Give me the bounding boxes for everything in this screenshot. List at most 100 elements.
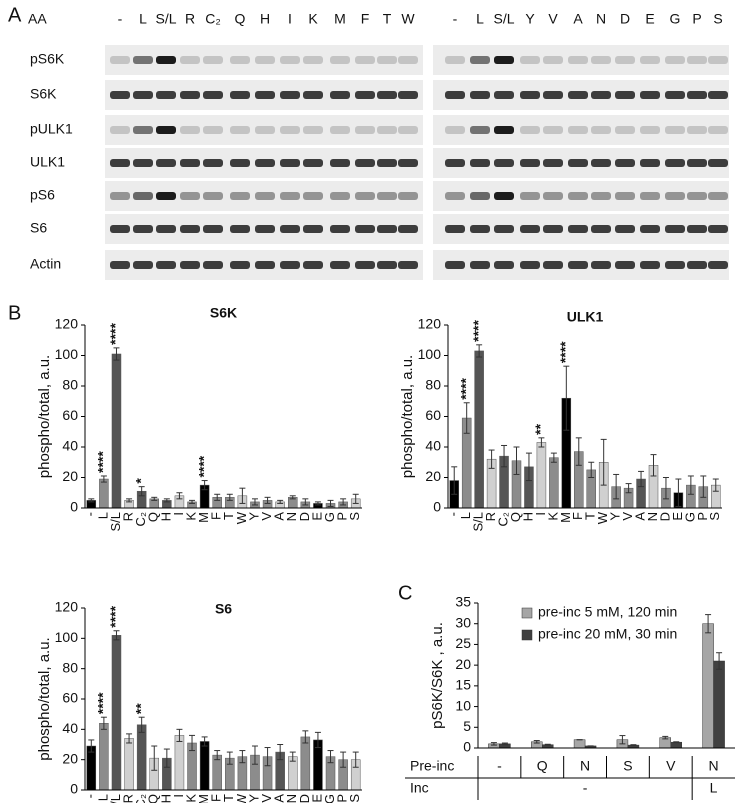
x-tick-label: G bbox=[322, 512, 337, 522]
x-tick-label: L bbox=[458, 512, 473, 519]
bar bbox=[199, 741, 210, 791]
band bbox=[640, 159, 660, 167]
significance: **** bbox=[470, 319, 486, 341]
y-tick-label: 60 bbox=[425, 407, 441, 423]
band bbox=[156, 126, 176, 134]
band bbox=[708, 159, 728, 167]
x-tick-label: W bbox=[595, 511, 610, 524]
band bbox=[687, 126, 707, 134]
x-tick-label: H bbox=[158, 794, 173, 803]
lane-label: A bbox=[573, 11, 583, 27]
y-tick-label: 30 bbox=[455, 614, 471, 630]
band bbox=[543, 261, 563, 269]
band bbox=[445, 192, 465, 200]
bar bbox=[86, 745, 97, 791]
legend-label: pre-inc 20 mM, 30 min bbox=[538, 626, 677, 642]
lane-label: H bbox=[260, 11, 270, 27]
band bbox=[687, 225, 707, 233]
band bbox=[110, 261, 130, 269]
band bbox=[568, 56, 588, 64]
band bbox=[445, 261, 465, 269]
band bbox=[156, 261, 176, 269]
band bbox=[156, 192, 176, 200]
band bbox=[110, 126, 130, 134]
band bbox=[180, 261, 200, 269]
band bbox=[230, 126, 250, 134]
y-tick-label: 120 bbox=[55, 599, 79, 615]
band bbox=[180, 225, 200, 233]
x-tick-label: M bbox=[196, 794, 211, 803]
x-tick-label: M bbox=[558, 512, 573, 523]
y-tick-label: 20 bbox=[62, 468, 78, 484]
band bbox=[494, 126, 514, 134]
band bbox=[180, 126, 200, 134]
band bbox=[377, 56, 397, 64]
y-tick-label: 80 bbox=[425, 377, 441, 393]
x-tick-label: Q bbox=[146, 512, 161, 522]
band bbox=[615, 56, 635, 64]
band bbox=[230, 91, 250, 99]
band bbox=[303, 159, 323, 167]
x-tick-label: Q bbox=[537, 758, 548, 774]
band bbox=[203, 91, 223, 99]
band bbox=[494, 91, 514, 99]
x-tick-label: E bbox=[670, 512, 685, 521]
band bbox=[445, 126, 465, 134]
significance: ** bbox=[532, 423, 548, 434]
band bbox=[255, 159, 275, 167]
band bbox=[591, 261, 611, 269]
band bbox=[377, 126, 397, 134]
band bbox=[665, 159, 685, 167]
band bbox=[591, 225, 611, 233]
band bbox=[110, 192, 130, 200]
bar bbox=[212, 754, 222, 791]
x-tick-label: N bbox=[284, 512, 299, 521]
x-tick-label: A bbox=[632, 512, 647, 521]
x-tick-label: - bbox=[83, 794, 98, 798]
band bbox=[398, 126, 418, 134]
y-tick-label: 0 bbox=[463, 739, 471, 755]
lane-label: R bbox=[185, 11, 195, 27]
band bbox=[568, 261, 588, 269]
band bbox=[133, 225, 153, 233]
x-tick-label: M bbox=[196, 512, 211, 523]
y-tick-label: 60 bbox=[62, 407, 78, 423]
y-axis-label: phospho/total, a.u. bbox=[36, 637, 53, 760]
group-label: - bbox=[583, 780, 588, 796]
band bbox=[640, 56, 660, 64]
row-label: Actin bbox=[30, 256, 61, 272]
y-tick-label: 20 bbox=[62, 750, 78, 766]
band bbox=[280, 126, 300, 134]
x-tick-label: F bbox=[570, 512, 585, 520]
band bbox=[568, 192, 588, 200]
lane-label: P bbox=[692, 11, 701, 27]
band bbox=[133, 159, 153, 167]
row-label: S6 bbox=[30, 220, 47, 236]
band bbox=[330, 91, 350, 99]
band bbox=[520, 126, 540, 134]
band bbox=[470, 225, 490, 233]
bar bbox=[702, 623, 714, 749]
band bbox=[377, 261, 397, 269]
band bbox=[591, 192, 611, 200]
x-tick-label: E bbox=[309, 794, 324, 803]
lane-label: S/L bbox=[155, 11, 176, 27]
lane-label: S bbox=[713, 11, 722, 27]
band bbox=[640, 91, 660, 99]
band bbox=[687, 192, 707, 200]
x-tick-label: Q bbox=[146, 794, 161, 803]
x-tick-label: Y bbox=[608, 512, 623, 521]
band bbox=[203, 225, 223, 233]
band bbox=[355, 159, 375, 167]
band bbox=[255, 261, 275, 269]
band bbox=[203, 261, 223, 269]
row-label: S6K bbox=[30, 86, 57, 102]
band bbox=[665, 56, 685, 64]
panel-label: C bbox=[398, 582, 412, 604]
lane-label: K bbox=[308, 11, 318, 27]
band bbox=[303, 126, 323, 134]
legend-swatch bbox=[521, 629, 533, 641]
band bbox=[445, 56, 465, 64]
band bbox=[377, 91, 397, 99]
significance: **** bbox=[195, 455, 211, 477]
